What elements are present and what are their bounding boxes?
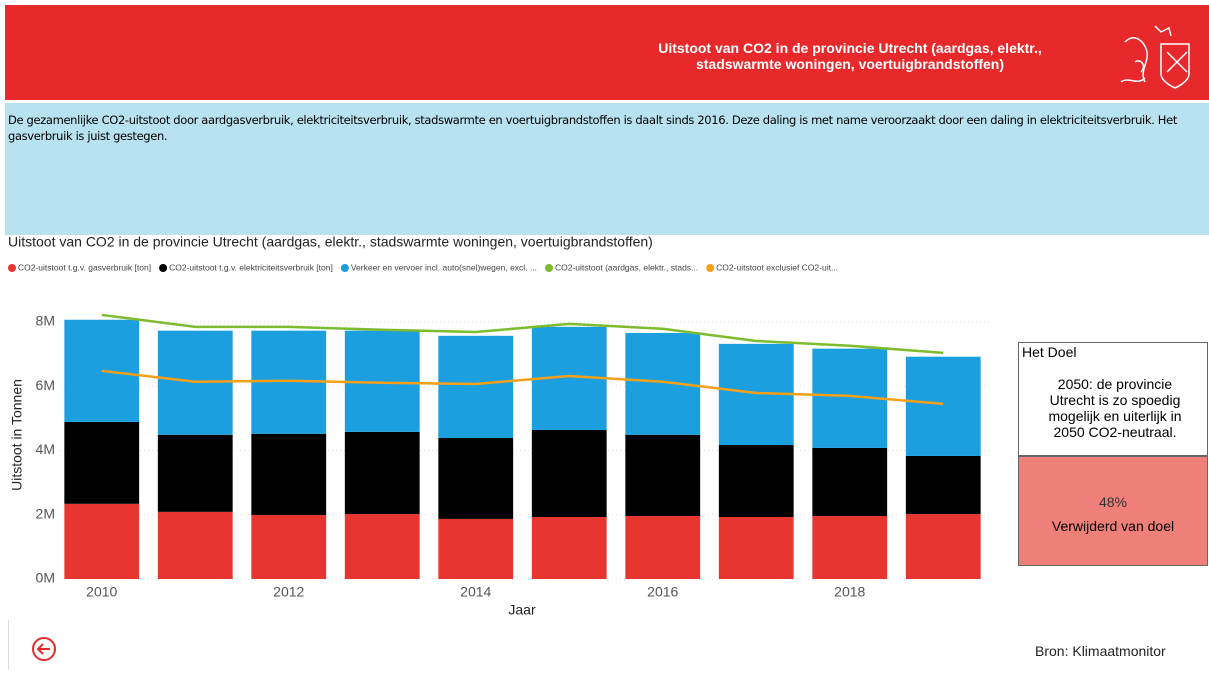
goal-title: Het Doel [1022, 344, 1077, 360]
line [101, 313, 944, 355]
y-tick-label: 0M [36, 570, 55, 586]
y-axis-label: Uitstoot in Tonnen [9, 379, 25, 491]
legend-label: CO2-uitstoot t.g.v. gasverbruik [ton] [18, 262, 151, 272]
bar [812, 516, 888, 579]
bar [438, 335, 514, 438]
bar [438, 518, 514, 579]
x-tick-label: 2010 [86, 584, 117, 600]
chart: Uitstoot van CO2 in de provincie Utrecht… [8, 234, 990, 618]
logo [1120, 25, 1190, 89]
x-tick-label: 2018 [834, 584, 865, 600]
y-tick-label: 4M [36, 441, 55, 457]
bar [905, 455, 981, 515]
goal-value: 48% [1098, 494, 1128, 510]
goal-card [1018, 342, 1208, 456]
legend-marker [706, 264, 715, 272]
line [101, 369, 944, 406]
bar [905, 514, 981, 579]
legend-marker [8, 264, 16, 272]
back-button[interactable] [31, 636, 57, 662]
bar [157, 434, 233, 512]
divider [8, 620, 9, 670]
bar [157, 511, 233, 579]
x-tick-label: 2014 [460, 584, 491, 600]
bar [531, 429, 607, 517]
bar [344, 431, 420, 515]
bar [625, 516, 701, 579]
header-title: Uitstoot van CO2 in de provincie Utrecht… [658, 40, 1042, 72]
legend-marker [159, 264, 168, 272]
y-tick-label: 6M [36, 377, 55, 393]
bar [531, 516, 607, 579]
bar [251, 433, 327, 516]
description: De gezamenlijke CO2-uitstoot door aardga… [8, 113, 1177, 143]
goal-text: 2050: de provincie Utrecht is zo spoedig… [1048, 376, 1182, 440]
bar [905, 356, 981, 456]
legend-label: CO2-uitstoot (aardgas, elektr., stads... [555, 262, 698, 272]
description-box [5, 103, 1209, 235]
bar [251, 515, 327, 579]
x-tick-label: 2016 [647, 584, 678, 600]
bar [344, 514, 420, 579]
header [5, 5, 1209, 100]
y-tick-label: 8M [36, 313, 55, 329]
legend-label: CO2-uitstoot t.g.v. elektriciteitsverbru… [169, 262, 333, 272]
chart-title: Uitstoot van CO2 in de provincie Utrecht… [8, 234, 653, 250]
bar [64, 503, 140, 579]
x-tick-label: 2012 [273, 584, 304, 600]
legend-marker [545, 264, 553, 272]
source: Bron: Klimaatmonitor [1035, 643, 1166, 659]
bar [718, 516, 794, 579]
goal-label: Verwijderd van doel [1051, 518, 1175, 534]
bar [438, 437, 514, 519]
y-tick-label: 2M [36, 505, 55, 521]
bar [812, 447, 888, 517]
goal-kpi [1018, 456, 1208, 566]
bar [625, 434, 701, 517]
bar [64, 421, 140, 504]
x-axis-label: Jaar [508, 602, 536, 618]
legend-marker [340, 264, 349, 272]
legend-label: Verkeer en vervoer incl. auto(snel)wegen… [351, 262, 537, 272]
bar [718, 445, 794, 517]
legend-label: CO2-uitstoot exclusief CO2-uit... [716, 262, 838, 272]
